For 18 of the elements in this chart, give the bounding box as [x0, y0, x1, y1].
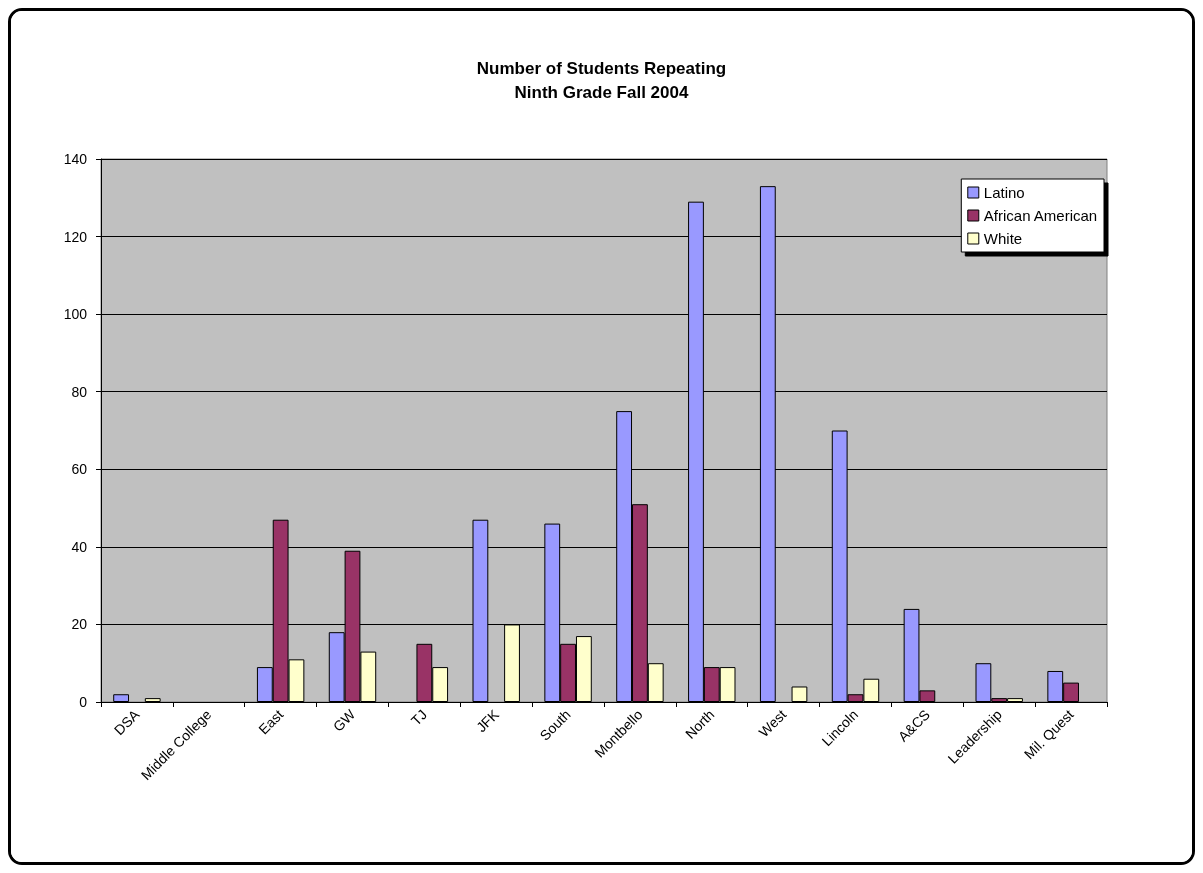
chart-title: Number of Students Repeating Ninth Grade Fall 2004 [476, 58, 727, 102]
x-tick-label: TJ [407, 706, 431, 729]
y-tick-label: 140 [63, 151, 88, 167]
legend-label: Latino [983, 184, 1025, 201]
y-tick-label: 120 [63, 228, 88, 245]
bar [144, 698, 161, 702]
bar [113, 694, 130, 702]
y-tick-label: 100 [63, 306, 88, 323]
y-tick-label: 40 [71, 538, 88, 555]
x-tick-label: JFK [472, 705, 503, 736]
x-tick-label: GW [329, 705, 359, 735]
y-tick-label: 80 [71, 383, 88, 400]
y-tick-label: 20 [71, 616, 88, 633]
legend-label: African American [983, 207, 1098, 224]
legend-label: White [983, 230, 1023, 247]
y-tick-label: 0 [79, 694, 88, 710]
bar [791, 686, 808, 702]
y-tick-label: 60 [71, 461, 88, 478]
